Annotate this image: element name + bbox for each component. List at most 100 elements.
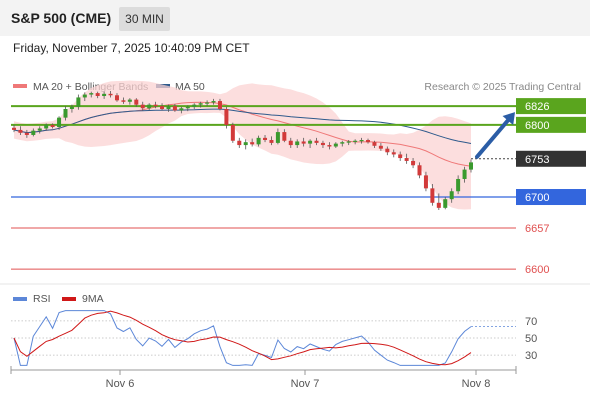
candle-body: [263, 137, 268, 141]
candle-body: [378, 145, 383, 149]
resistance-label-6800: 6800: [525, 120, 549, 132]
candle-body: [417, 165, 422, 176]
candle-body: [301, 141, 306, 144]
candle-body: [346, 141, 351, 143]
rsi-panel: 70 50 30: [11, 310, 537, 366]
candle-body: [398, 154, 403, 159]
candle-body: [250, 142, 255, 145]
candle-body: [166, 106, 171, 109]
interval-badge[interactable]: 30 MIN: [119, 7, 170, 31]
candle-body: [18, 129, 23, 133]
rsi-tick-label: 70: [525, 316, 537, 328]
forecast-arrow: [475, 112, 515, 159]
candle-body: [121, 100, 126, 102]
forecast-arrow-head: [502, 112, 515, 126]
rsi-tick-label: 30: [525, 350, 537, 362]
candle-body: [372, 142, 377, 146]
resistance-label-6826: 6826: [525, 101, 549, 113]
candle-body: [108, 93, 113, 96]
candle-body: [198, 103, 203, 105]
candle-body: [430, 188, 435, 203]
candle-body: [391, 152, 396, 155]
candle-body: [423, 175, 428, 189]
candle-body: [172, 106, 177, 111]
candle-body: [340, 142, 345, 144]
candle-body: [179, 108, 184, 111]
bollinger-band: [14, 80, 471, 210]
candle-body: [147, 104, 152, 109]
instrument-title: S&P 500 (CME): [11, 10, 112, 26]
candle-body: [76, 97, 81, 107]
candle-body: [127, 99, 132, 102]
candle-body: [95, 93, 100, 96]
candle-body: [230, 124, 235, 141]
candle-body: [366, 140, 371, 143]
candle-body: [320, 142, 325, 146]
candle-body: [37, 128, 42, 131]
x-tick-label: Nov 6: [106, 378, 135, 390]
candle-body: [469, 162, 473, 170]
candle-body: [436, 202, 441, 208]
candle-body: [237, 140, 242, 146]
candle-body: [269, 140, 274, 143]
candle-body: [211, 101, 216, 103]
candle-body: [308, 140, 313, 144]
candle-body: [192, 104, 197, 107]
candle-body: [411, 160, 416, 166]
candle-body: [140, 104, 145, 109]
x-tick-label: Nov 7: [291, 378, 320, 390]
candle-body: [333, 143, 338, 147]
candle-body: [456, 178, 461, 192]
candle-body: [443, 199, 448, 208]
candle-body: [295, 141, 300, 146]
candle-body: [314, 140, 319, 143]
ma50-legend-label: MA 50: [175, 81, 205, 93]
support-label-6657: 6657: [525, 223, 549, 235]
candle-body: [69, 106, 74, 109]
last-price-label: 6753: [525, 154, 549, 166]
candle-body: [217, 101, 222, 109]
support-label-6700: 6700: [525, 192, 549, 204]
rsi-ma-line: [13, 310, 472, 366]
candle-body: [243, 142, 248, 146]
candle-body: [31, 130, 36, 135]
candle-body: [12, 127, 16, 130]
candle-body: [224, 108, 229, 125]
header-bar: S&P 500 (CME) 30 MIN: [0, 0, 590, 36]
bollinger-band-area: [14, 80, 471, 210]
candle-body: [449, 191, 454, 200]
timestamp: Friday, November 7, 2025 10:40:09 PM CET: [13, 41, 250, 55]
candle-body: [24, 132, 29, 135]
candle-body: [385, 148, 390, 153]
resistance-tag-6826: [516, 98, 586, 115]
candle-body: [353, 140, 358, 142]
candle-body: [205, 102, 210, 104]
rsi-line: [13, 310, 472, 366]
candle-body: [89, 93, 94, 95]
rsi-ma-legend-label: 9MA: [82, 293, 104, 305]
rsi-tick-label: 50: [525, 333, 537, 345]
candlesticks: [12, 90, 473, 211]
candle-body: [114, 95, 119, 101]
candle-body: [275, 132, 280, 143]
candle-body: [102, 93, 107, 96]
rsi-legend-label: RSI: [33, 293, 51, 305]
support-label-6600: 6600: [525, 264, 549, 276]
candle-body: [63, 108, 68, 118]
x-tick-label: Nov 8: [462, 378, 491, 390]
candle-body: [327, 145, 332, 147]
candle-body: [44, 124, 49, 129]
candle-body: [134, 99, 139, 105]
candle-body: [256, 137, 261, 145]
forecast-arrow-shaft: [475, 118, 510, 159]
candle-body: [288, 140, 293, 146]
credit-label: Research © 2025 Trading Central: [424, 81, 581, 93]
candle-body: [153, 104, 158, 107]
price-level-labels: 6826 6800 6753 6700 6657 6600: [516, 98, 586, 276]
x-axis-ticks: Nov 6 Nov 7 Nov 8: [106, 370, 491, 390]
candle-body: [282, 132, 287, 141]
ma20-legend-swatch: [13, 84, 27, 88]
candle-body: [57, 117, 62, 128]
